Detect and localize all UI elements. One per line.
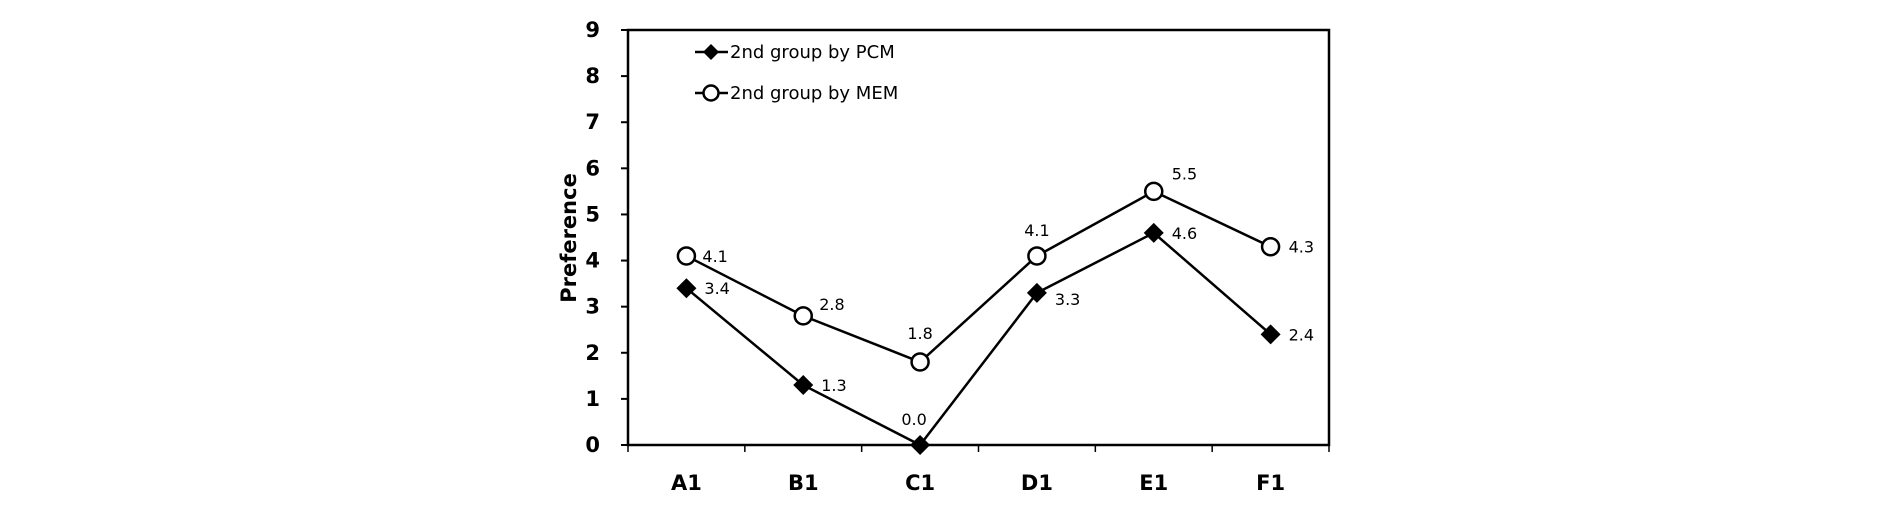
y-axis-ticks: 0 1 2 3 4 5 6 7 8 9 <box>585 18 628 457</box>
series-0-point <box>676 278 697 299</box>
y-axis-label: Preference <box>557 173 581 303</box>
series-1-data-label: 4.1 <box>1024 221 1049 240</box>
series-line-1 <box>685 189 1272 364</box>
plot-area <box>626 28 1331 447</box>
series-0-point <box>793 375 814 396</box>
series-line-0 <box>685 231 1272 447</box>
legend-item-pcm: 2nd group by PCM <box>695 42 895 63</box>
y-tick-label: 0 <box>585 433 600 457</box>
series-0-point <box>910 435 931 455</box>
series-0-data-label: 2.4 <box>1289 325 1314 344</box>
series-1-point <box>793 306 813 326</box>
legend-label-mem: 2nd group by MEM <box>730 83 898 104</box>
x-tick-label: C1 <box>905 471 935 495</box>
y-tick-label: 5 <box>585 202 600 226</box>
x-axis-ticks: A1 B1 C1 D1 E1 F1 <box>627 445 1330 495</box>
legend-item-mem: 2nd group by MEM <box>695 83 898 104</box>
series-1-data-label: 4.3 <box>1289 238 1314 257</box>
series-0-data-label: 4.6 <box>1172 224 1197 243</box>
series-0-data-label: 3.3 <box>1055 290 1080 309</box>
y-tick-label: 9 <box>585 18 600 42</box>
series-1-data-label: 2.8 <box>819 295 844 314</box>
y-tick-label: 7 <box>585 110 600 134</box>
series-0-data-label: 3.4 <box>704 279 729 298</box>
series-1-point <box>910 352 930 372</box>
x-tick-label: B1 <box>788 471 819 495</box>
x-tick-label: F1 <box>1256 471 1285 495</box>
x-tick-label: A1 <box>671 471 702 495</box>
series-0-point <box>1026 282 1047 303</box>
legend-marker-pcm <box>703 44 719 60</box>
legend-label-pcm: 2nd group by PCM <box>730 42 895 63</box>
series-1-point <box>1144 181 1164 202</box>
y-tick-label: 2 <box>585 341 600 365</box>
series-0-data-label: 0.0 <box>901 410 926 429</box>
series-0-point <box>1143 222 1164 243</box>
series-0-data-label: 1.3 <box>821 376 846 395</box>
y-tick-label: 1 <box>585 387 600 411</box>
series-1-point <box>1027 246 1047 266</box>
legend: 2nd group by PCM 2nd group by MEM <box>695 42 898 104</box>
y-tick-label: 3 <box>585 295 600 319</box>
y-tick-label: 4 <box>585 249 600 273</box>
series-1-point <box>676 246 697 266</box>
x-tick-label: E1 <box>1139 471 1168 495</box>
series-0-point <box>1260 324 1281 345</box>
series-1-data-label: 4.1 <box>702 247 727 266</box>
y-tick-label: 6 <box>585 156 600 180</box>
series-1-data-label: 5.5 <box>1172 164 1197 183</box>
y-tick-label: 8 <box>585 64 600 88</box>
series-1-data-label: 1.8 <box>907 324 932 343</box>
legend-marker-mem <box>702 84 720 102</box>
series-layer: 3.4 1.3 0.0 3.3 4.6 2.4 4.1 2.8 1.8 4.1 5.5 4.3 <box>676 164 1314 455</box>
series-1-point <box>1260 236 1281 257</box>
x-tick-label: D1 <box>1021 471 1053 495</box>
